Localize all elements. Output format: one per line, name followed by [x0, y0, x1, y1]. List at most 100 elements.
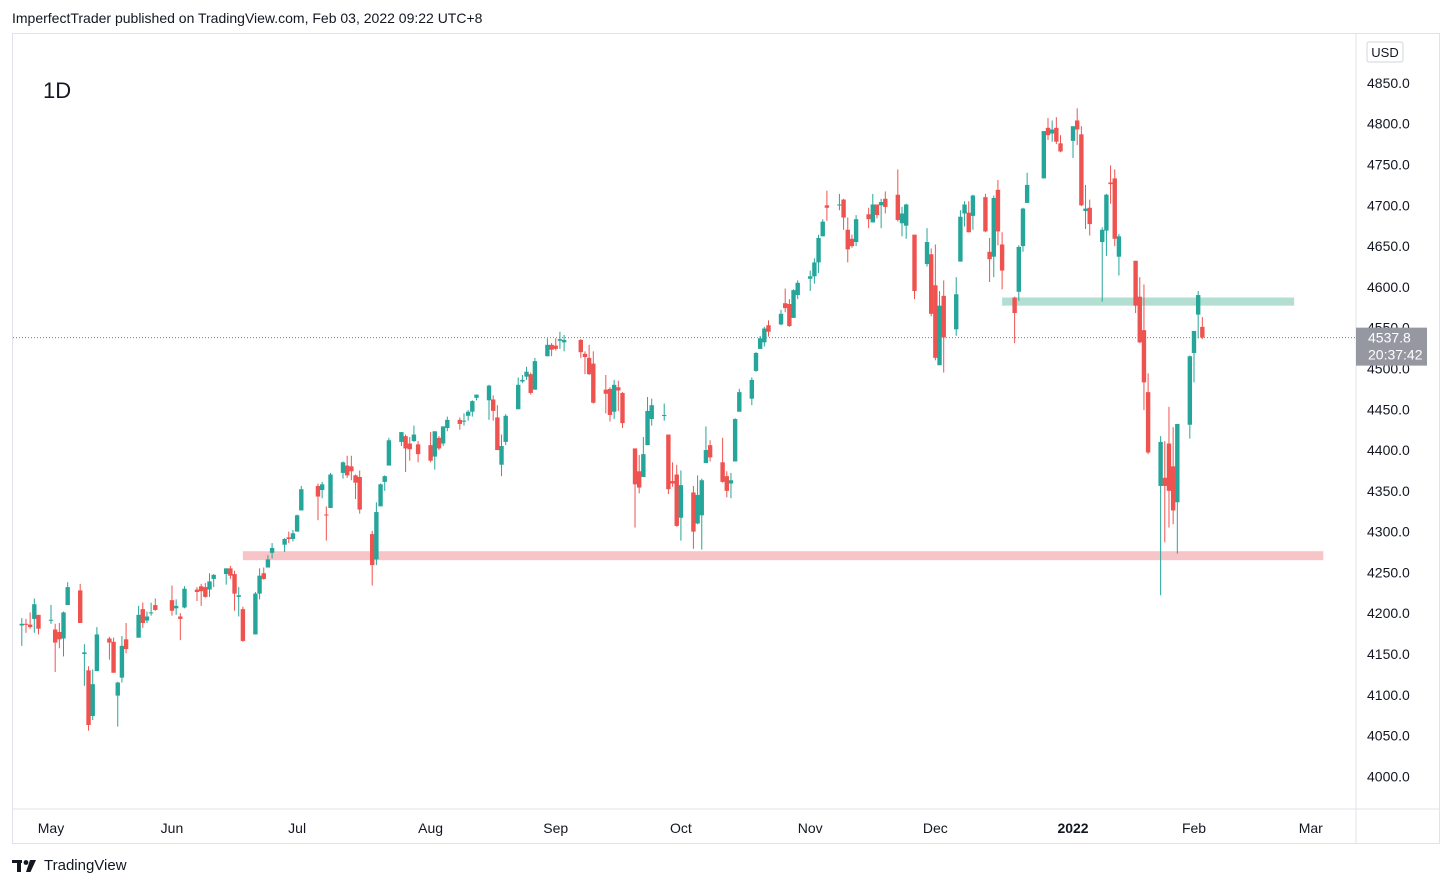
candle[interactable] [415, 441, 421, 463]
candle[interactable] [895, 169, 901, 222]
candle[interactable] [545, 338, 550, 357]
candle[interactable] [290, 530, 296, 542]
candle[interactable] [1187, 355, 1193, 439]
candle[interactable] [499, 434, 504, 477]
candle[interactable] [958, 210, 963, 262]
candle[interactable] [115, 681, 120, 727]
candle[interactable] [724, 471, 729, 498]
candle[interactable] [899, 206, 905, 237]
candle[interactable] [349, 455, 354, 481]
candle[interactable] [153, 598, 158, 611]
candle[interactable] [232, 570, 237, 611]
candle[interactable] [1045, 118, 1051, 141]
candle[interactable] [399, 432, 404, 446]
candle[interactable] [1083, 184, 1088, 229]
candle[interactable] [194, 587, 200, 601]
candle[interactable] [86, 666, 91, 731]
candle[interactable] [586, 344, 592, 375]
candle[interactable] [386, 437, 392, 466]
candle[interactable] [1200, 317, 1205, 340]
candle[interactable] [928, 248, 934, 317]
candle[interactable] [995, 180, 1001, 246]
candle[interactable] [78, 583, 83, 623]
candle[interactable] [591, 351, 596, 404]
candle[interactable] [286, 531, 291, 544]
candle[interactable] [107, 636, 112, 660]
candle[interactable] [265, 555, 271, 568]
candle[interactable] [791, 289, 796, 318]
candle[interactable] [61, 611, 66, 657]
candle[interactable] [178, 613, 183, 641]
candle[interactable] [520, 375, 525, 384]
candle[interactable] [870, 193, 875, 223]
candle[interactable] [123, 623, 129, 654]
candle[interactable] [841, 198, 846, 230]
candle[interactable] [378, 483, 383, 507]
candle[interactable] [1020, 207, 1026, 252]
candle[interactable] [937, 290, 942, 366]
candle[interactable] [148, 602, 154, 616]
candle[interactable] [532, 357, 538, 390]
candle[interactable] [933, 244, 938, 361]
candle[interactable] [82, 644, 87, 686]
candle[interactable] [1087, 199, 1092, 236]
candle[interactable] [662, 403, 667, 421]
candle[interactable] [470, 400, 475, 417]
candle[interactable] [1100, 227, 1105, 302]
candle[interactable] [666, 434, 671, 495]
candle[interactable] [528, 372, 533, 395]
candle[interactable] [707, 440, 713, 462]
candle[interactable] [524, 366, 529, 380]
candle[interactable] [1158, 436, 1163, 596]
candle[interactable] [90, 669, 95, 721]
candle[interactable] [1054, 117, 1059, 145]
candle[interactable] [749, 377, 755, 406]
candle[interactable] [445, 416, 450, 432]
candle[interactable] [1016, 245, 1021, 301]
candle[interactable] [1175, 423, 1180, 554]
candle[interactable] [1162, 441, 1167, 543]
candle[interactable] [1112, 169, 1117, 247]
candle[interactable] [561, 335, 567, 352]
candle[interactable] [703, 426, 709, 464]
candle[interactable] [732, 418, 738, 462]
candle[interactable] [616, 380, 621, 411]
candle[interactable] [670, 462, 675, 487]
candle[interactable] [611, 379, 617, 420]
candle[interactable] [1170, 427, 1176, 525]
candle[interactable] [954, 277, 959, 336]
candle[interactable] [140, 602, 145, 628]
candle[interactable] [324, 506, 329, 541]
candle[interactable] [353, 474, 358, 499]
candle[interactable] [645, 397, 650, 446]
candle[interactable] [357, 470, 362, 514]
candle[interactable] [849, 234, 855, 248]
candle[interactable] [27, 612, 33, 629]
candle[interactable] [753, 352, 759, 372]
candle[interactable] [912, 234, 917, 300]
candle[interactable] [837, 193, 842, 211]
candle[interactable] [198, 583, 204, 606]
candle[interactable] [403, 434, 408, 473]
candle[interactable] [766, 320, 771, 337]
candle[interactable] [924, 228, 930, 267]
candle[interactable] [257, 568, 262, 600]
candle[interactable] [36, 614, 41, 635]
candle[interactable] [111, 637, 116, 673]
candle[interactable] [778, 309, 784, 326]
candle[interactable] [962, 201, 967, 227]
candle[interactable] [119, 636, 125, 683]
candle[interactable] [636, 454, 642, 494]
candle[interactable] [983, 193, 988, 233]
candle[interactable] [474, 394, 479, 401]
candle[interactable] [328, 472, 333, 508]
candle[interactable] [315, 483, 321, 521]
candle[interactable] [987, 237, 992, 282]
candle[interactable] [1024, 172, 1030, 203]
candle[interactable] [57, 623, 62, 649]
candle[interactable] [795, 280, 800, 300]
candle[interactable] [182, 586, 187, 609]
candle[interactable] [816, 234, 821, 274]
candle[interactable] [319, 481, 325, 499]
candle[interactable] [820, 219, 825, 237]
